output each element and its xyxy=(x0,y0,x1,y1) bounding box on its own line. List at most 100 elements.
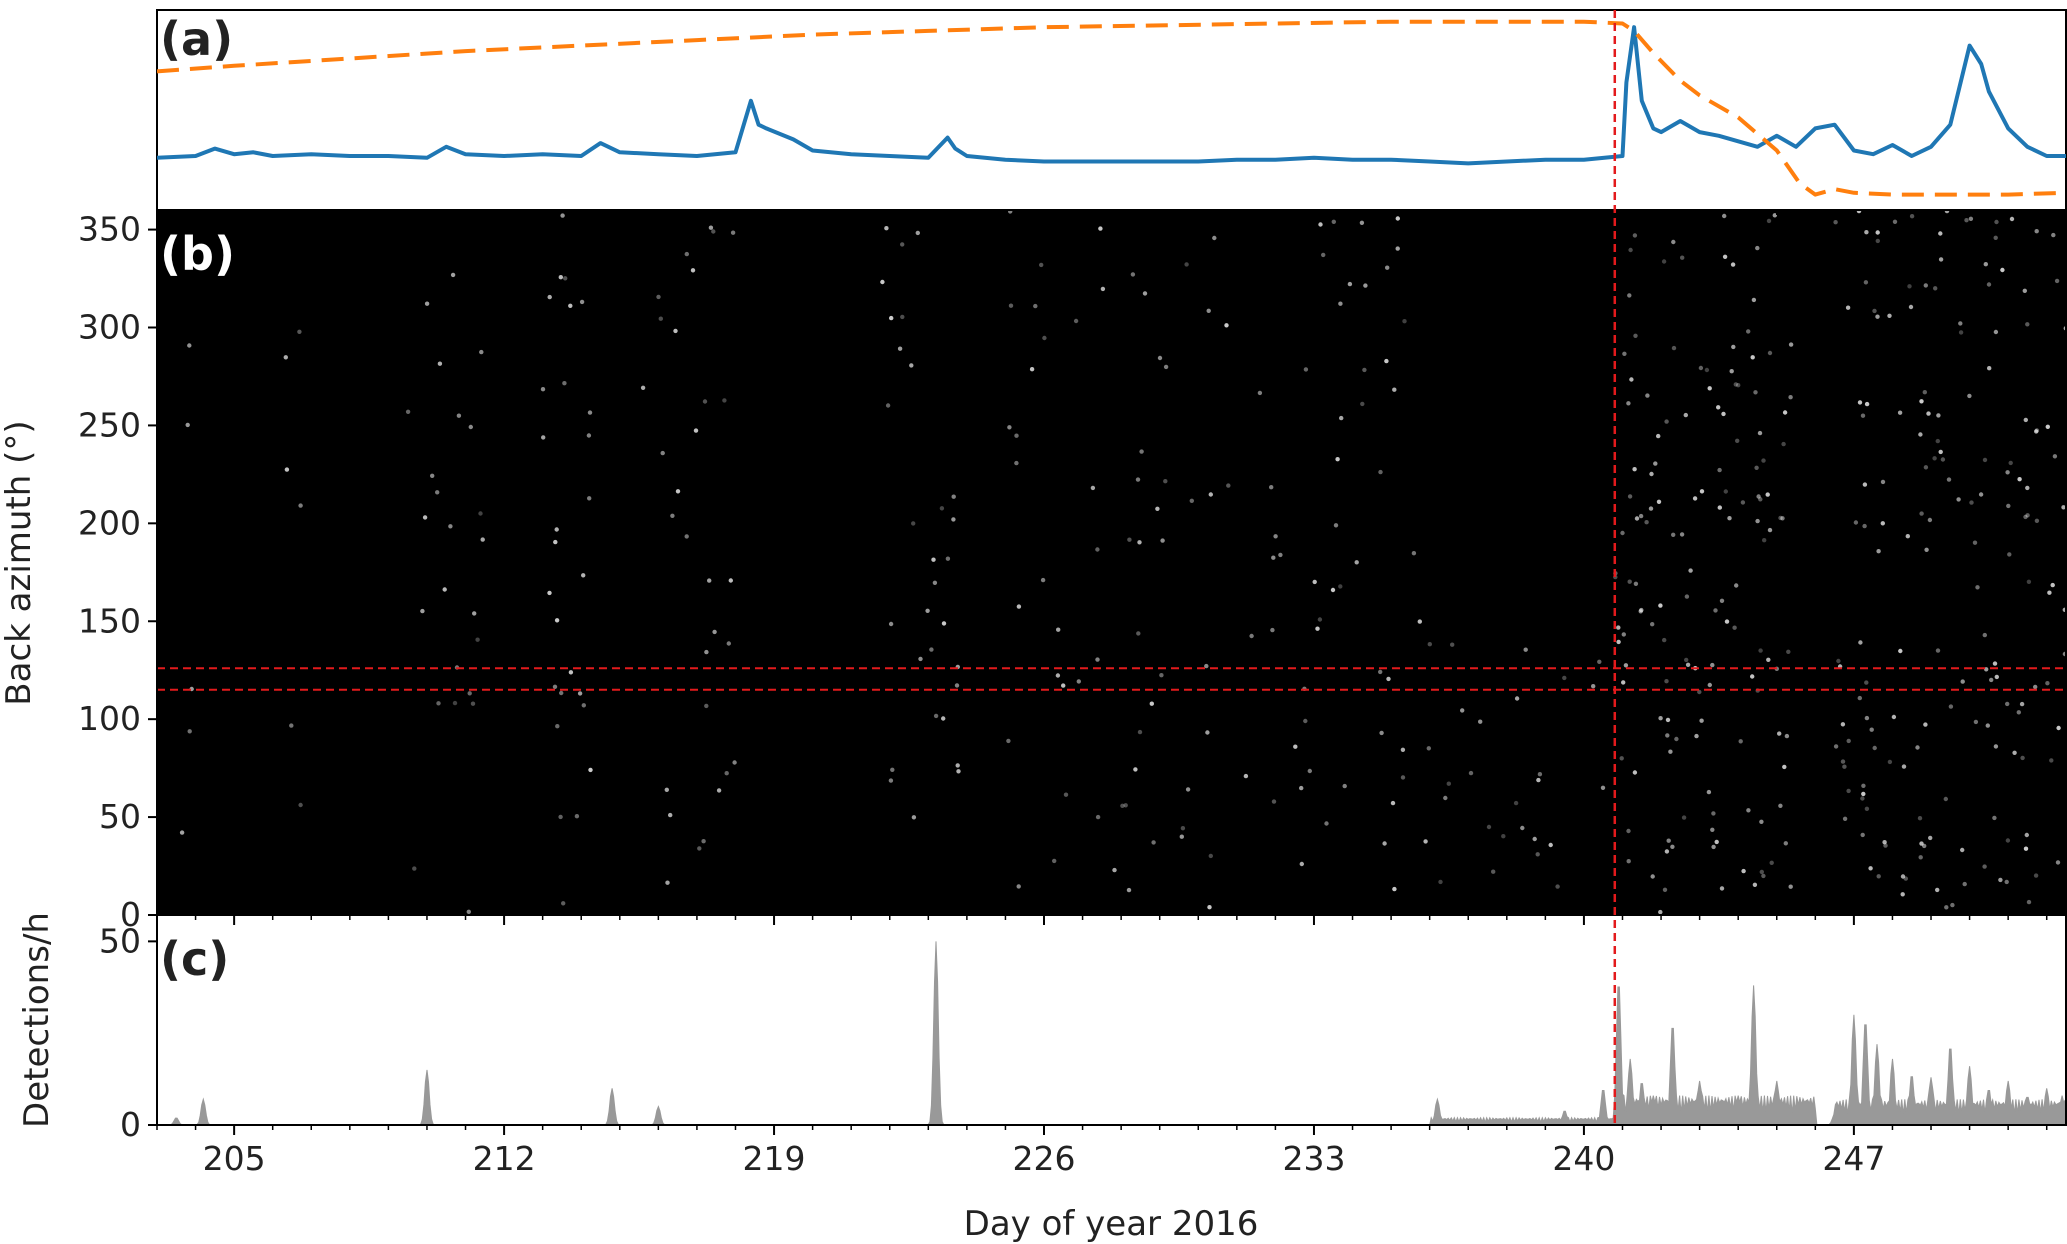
detection-point xyxy=(1212,235,1217,241)
detection-point xyxy=(1628,247,1633,253)
detection-point xyxy=(1706,789,1712,795)
detection-point xyxy=(1840,759,1846,764)
detection-point xyxy=(2025,485,2030,491)
detection-point xyxy=(1968,216,1974,221)
detection-point xyxy=(1016,604,1022,609)
detection-point xyxy=(1754,465,1759,470)
detection-point xyxy=(1729,369,1734,374)
detection-point xyxy=(1923,465,1929,470)
detection-point xyxy=(702,399,708,404)
detection-point xyxy=(945,556,951,561)
detection-point xyxy=(1766,657,1771,662)
detection-point xyxy=(1960,847,1965,853)
detection-point xyxy=(1786,649,1791,654)
detection-point xyxy=(2000,267,2005,273)
detection-point xyxy=(1872,308,1877,314)
detection-point xyxy=(547,294,552,300)
detection-point xyxy=(1661,259,1667,264)
detection-point xyxy=(2022,288,2028,293)
detection-point xyxy=(1761,458,1766,463)
detection-point xyxy=(2023,514,2028,520)
detection-point xyxy=(2025,322,2030,327)
detection-point xyxy=(1861,783,1866,788)
detection-point xyxy=(675,489,681,494)
detection-point xyxy=(1900,874,1906,879)
detection-point xyxy=(1055,673,1061,678)
detection-point xyxy=(1627,293,1632,298)
detection-point xyxy=(711,229,716,234)
detection-point xyxy=(1858,640,1863,645)
detection-point xyxy=(951,494,956,499)
detection-point xyxy=(1354,560,1359,565)
detection-point xyxy=(1299,861,1305,867)
detection-point xyxy=(1450,642,1455,647)
detection-point xyxy=(1278,552,1283,558)
detection-point xyxy=(900,314,905,320)
detection-point xyxy=(1880,521,1886,526)
detection-point xyxy=(722,398,727,403)
detection-point xyxy=(478,511,483,516)
panel-c-frame xyxy=(156,914,2067,1126)
detection-point xyxy=(1395,246,1400,251)
detection-point xyxy=(704,649,709,655)
detection-point xyxy=(660,450,665,456)
detection-point xyxy=(2008,460,2013,466)
detection-point xyxy=(1656,433,1661,439)
detection-point xyxy=(1324,821,1329,826)
detection-point xyxy=(1917,816,1923,821)
detection-point xyxy=(1180,826,1186,831)
detection-point xyxy=(1621,632,1627,637)
detection-point xyxy=(1491,869,1496,874)
detection-point xyxy=(1842,764,1847,769)
detection-point xyxy=(2047,590,2052,595)
detection-point xyxy=(1710,827,1715,832)
detection-point xyxy=(587,496,592,501)
detection-point xyxy=(1321,252,1326,258)
detection-point xyxy=(2054,278,2060,284)
detection-point xyxy=(1933,286,1938,291)
detection-point xyxy=(435,490,440,495)
detection-point xyxy=(889,315,894,321)
detection-point xyxy=(1626,401,1631,406)
y-tick-label: 250 xyxy=(78,405,141,444)
detection-point xyxy=(665,880,670,885)
detection-point xyxy=(1095,657,1100,662)
detection-point xyxy=(1668,749,1673,754)
detection-point xyxy=(1727,516,1732,521)
detection-point xyxy=(1730,262,1736,267)
detection-point xyxy=(885,403,891,408)
detection-point xyxy=(684,251,689,257)
detection-point xyxy=(888,621,894,627)
detection-point xyxy=(1993,744,1999,749)
detection-point xyxy=(1994,674,2000,680)
detection-point xyxy=(1923,722,1928,727)
y-tick-label: 200 xyxy=(78,503,141,542)
x-tick-label: 247 xyxy=(1822,1139,1885,1178)
solid-series-line xyxy=(157,25,2066,166)
detection-point xyxy=(1378,669,1383,675)
detection-point xyxy=(185,422,190,428)
detection-point xyxy=(1090,485,1096,491)
dashed-series-line xyxy=(157,19,2066,197)
detection-point xyxy=(1189,498,1195,503)
detection-point xyxy=(468,424,473,430)
detection-point xyxy=(1758,497,1763,502)
detection-point xyxy=(2045,681,2050,686)
detection-point xyxy=(1207,905,1212,910)
detection-point xyxy=(187,343,192,348)
detection-point xyxy=(658,316,663,321)
detection-point xyxy=(1665,717,1671,723)
detection-point xyxy=(1969,500,1974,505)
detection-point xyxy=(1621,680,1626,685)
detection-point xyxy=(929,647,934,652)
detection-point xyxy=(579,299,585,305)
detection-point xyxy=(2007,552,2012,557)
detection-point xyxy=(1872,745,1877,751)
detection-point xyxy=(1392,387,1397,392)
detection-point xyxy=(1206,308,1211,313)
detection-point xyxy=(1778,803,1783,808)
detection-point xyxy=(2026,579,2032,584)
detection-point xyxy=(1362,367,1367,373)
detection-point xyxy=(297,329,302,334)
detection-point xyxy=(1901,764,1907,769)
